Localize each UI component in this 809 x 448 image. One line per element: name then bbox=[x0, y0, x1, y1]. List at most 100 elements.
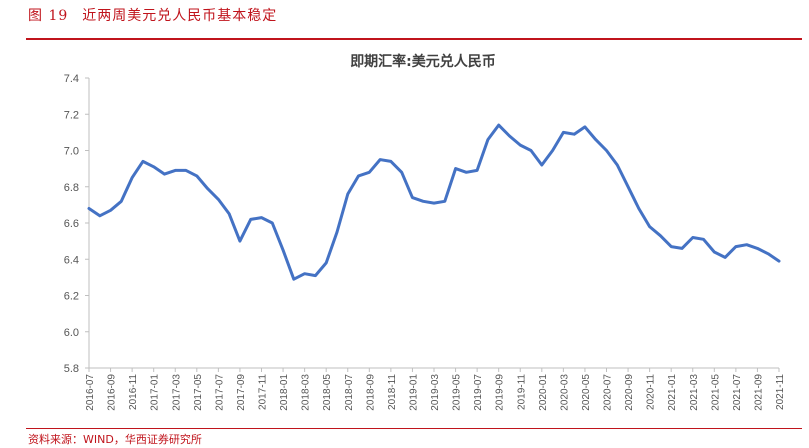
data-point bbox=[573, 133, 575, 135]
data-point bbox=[293, 278, 295, 281]
x-tick-label: 2021-03 bbox=[689, 374, 700, 411]
data-point bbox=[454, 167, 457, 170]
data-point bbox=[379, 158, 381, 161]
x-tick-label: 2018-11 bbox=[387, 374, 398, 410]
data-point bbox=[303, 272, 306, 275]
x-tick-label: 2021-11 bbox=[775, 374, 786, 410]
x-tick-label: 2021-09 bbox=[753, 374, 764, 411]
line-chart: 即期汇率:美元兑人民币 5.86.06.26.46.66.87.07.27.4 … bbox=[64, 53, 786, 411]
data-point bbox=[368, 171, 371, 174]
x-tick-label: 2020-03 bbox=[559, 374, 570, 411]
data-point bbox=[400, 171, 403, 174]
data-point bbox=[325, 262, 328, 264]
y-tick-label: 7.2 bbox=[64, 109, 79, 121]
top-divider bbox=[26, 38, 802, 40]
data-point bbox=[692, 236, 694, 239]
data-point bbox=[185, 169, 187, 172]
data-point bbox=[508, 135, 511, 137]
x-tick-label: 2017-03 bbox=[171, 374, 182, 411]
data-point bbox=[88, 207, 90, 210]
data-point bbox=[562, 131, 565, 134]
data-point bbox=[670, 245, 672, 248]
data-point bbox=[627, 186, 629, 188]
data-point bbox=[357, 175, 360, 177]
series-layer bbox=[87, 123, 781, 281]
usd-cny-series-line bbox=[87, 123, 781, 281]
x-tick-label: 2020-11 bbox=[646, 374, 657, 410]
x-tick-label: 2021-01 bbox=[667, 374, 678, 411]
data-point bbox=[497, 124, 500, 126]
data-point bbox=[648, 225, 651, 228]
data-point bbox=[616, 164, 619, 166]
data-point bbox=[282, 249, 284, 251]
x-tick-label: 2017-11 bbox=[258, 374, 269, 410]
x-tick-label: 2016-11 bbox=[128, 374, 139, 410]
x-tick-label: 2019-05 bbox=[452, 374, 463, 411]
y-tick-label: 5.8 bbox=[64, 363, 79, 375]
data-point bbox=[314, 274, 317, 277]
x-tick-label: 2016-07 bbox=[85, 374, 96, 411]
data-point bbox=[131, 176, 133, 179]
data-point bbox=[659, 234, 662, 237]
data-point bbox=[271, 222, 274, 224]
data-point bbox=[594, 138, 597, 141]
bottom-divider bbox=[26, 428, 802, 429]
data-point bbox=[584, 126, 586, 128]
data-point bbox=[433, 202, 435, 204]
data-point bbox=[756, 247, 759, 250]
data-point bbox=[99, 215, 101, 217]
data-point bbox=[206, 187, 209, 190]
x-tick-label: 2019-01 bbox=[408, 374, 419, 411]
y-tick-label: 7.0 bbox=[64, 146, 79, 158]
y-tick-label: 6.6 bbox=[64, 218, 79, 230]
data-point bbox=[239, 240, 241, 242]
x-tick-label: 2018-09 bbox=[365, 374, 376, 411]
data-point bbox=[336, 231, 338, 233]
data-point bbox=[681, 247, 683, 250]
x-tick-label: 2018-07 bbox=[344, 374, 355, 411]
x-tick-label: 2020-09 bbox=[624, 374, 635, 411]
data-point bbox=[347, 193, 349, 195]
data-point bbox=[541, 164, 543, 166]
x-tick-label: 2019-07 bbox=[473, 374, 484, 411]
data-point bbox=[422, 200, 425, 203]
data-point bbox=[142, 160, 144, 163]
data-point bbox=[444, 200, 446, 203]
y-axis: 5.8 6.0 6.2 6.4 6.6 6.8 7.0 7.2 7.4 bbox=[64, 73, 90, 375]
data-point bbox=[713, 251, 716, 253]
x-tick-label: 2019-09 bbox=[495, 374, 506, 411]
data-point bbox=[390, 160, 392, 163]
data-point bbox=[411, 196, 414, 199]
x-tick-label: 2018-03 bbox=[301, 374, 312, 411]
y-tick-label: 6.2 bbox=[64, 291, 79, 303]
data-point bbox=[228, 213, 230, 215]
data-point bbox=[778, 260, 780, 262]
data-point bbox=[152, 166, 155, 168]
x-tick-label: 2019-03 bbox=[430, 374, 441, 411]
x-tick-label: 2020-07 bbox=[603, 374, 614, 411]
x-tick-label: 2021-07 bbox=[732, 374, 743, 411]
y-tick-label: 6.8 bbox=[64, 182, 79, 194]
figure-caption: 近两周美元兑人民币基本稳定 bbox=[82, 8, 278, 24]
y-tick-label: 6.0 bbox=[64, 327, 79, 339]
data-point bbox=[767, 253, 769, 255]
y-tick-label: 6.4 bbox=[64, 254, 79, 266]
x-tick-label: 2021-05 bbox=[710, 374, 721, 411]
data-point bbox=[120, 200, 123, 203]
figure-number: 图 19 bbox=[28, 8, 69, 24]
data-point bbox=[487, 138, 489, 141]
data-point bbox=[196, 175, 198, 177]
x-tick-label: 2017-09 bbox=[236, 374, 247, 411]
data-point bbox=[217, 198, 220, 201]
data-point bbox=[735, 245, 737, 248]
data-point bbox=[109, 209, 112, 212]
x-tick-label: 2017-01 bbox=[150, 374, 161, 411]
figure-title: 图 19 近两周美元兑人民币基本稳定 bbox=[28, 5, 277, 25]
data-point bbox=[249, 218, 252, 221]
data-point bbox=[530, 149, 532, 152]
x-tick-label: 2017-07 bbox=[214, 374, 225, 411]
data-point bbox=[163, 173, 166, 175]
x-axis: 2016-07 2016-09 2016-11 2017-01 2017-03 2017-… bbox=[85, 367, 786, 411]
data-point bbox=[745, 243, 748, 246]
x-tick-label: 2017-05 bbox=[193, 374, 204, 411]
